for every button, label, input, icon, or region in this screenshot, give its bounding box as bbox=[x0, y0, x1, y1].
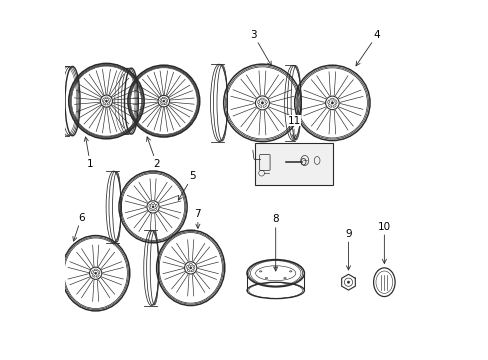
Text: 10: 10 bbox=[377, 222, 390, 264]
Text: 2: 2 bbox=[146, 137, 160, 169]
Text: 11: 11 bbox=[287, 116, 300, 139]
Text: 3: 3 bbox=[250, 30, 271, 66]
Circle shape bbox=[163, 100, 164, 102]
Text: 5: 5 bbox=[178, 171, 195, 200]
Circle shape bbox=[189, 267, 191, 269]
Circle shape bbox=[94, 272, 97, 274]
FancyBboxPatch shape bbox=[255, 143, 332, 185]
Text: 4: 4 bbox=[355, 30, 380, 66]
Text: 6: 6 bbox=[73, 213, 84, 241]
Circle shape bbox=[346, 281, 349, 284]
Text: 8: 8 bbox=[272, 215, 279, 271]
Circle shape bbox=[105, 100, 107, 102]
Text: 7: 7 bbox=[194, 209, 201, 228]
Circle shape bbox=[261, 102, 263, 104]
Text: 1: 1 bbox=[84, 137, 93, 169]
Circle shape bbox=[330, 102, 333, 104]
Text: 9: 9 bbox=[345, 229, 351, 270]
Circle shape bbox=[152, 206, 154, 208]
